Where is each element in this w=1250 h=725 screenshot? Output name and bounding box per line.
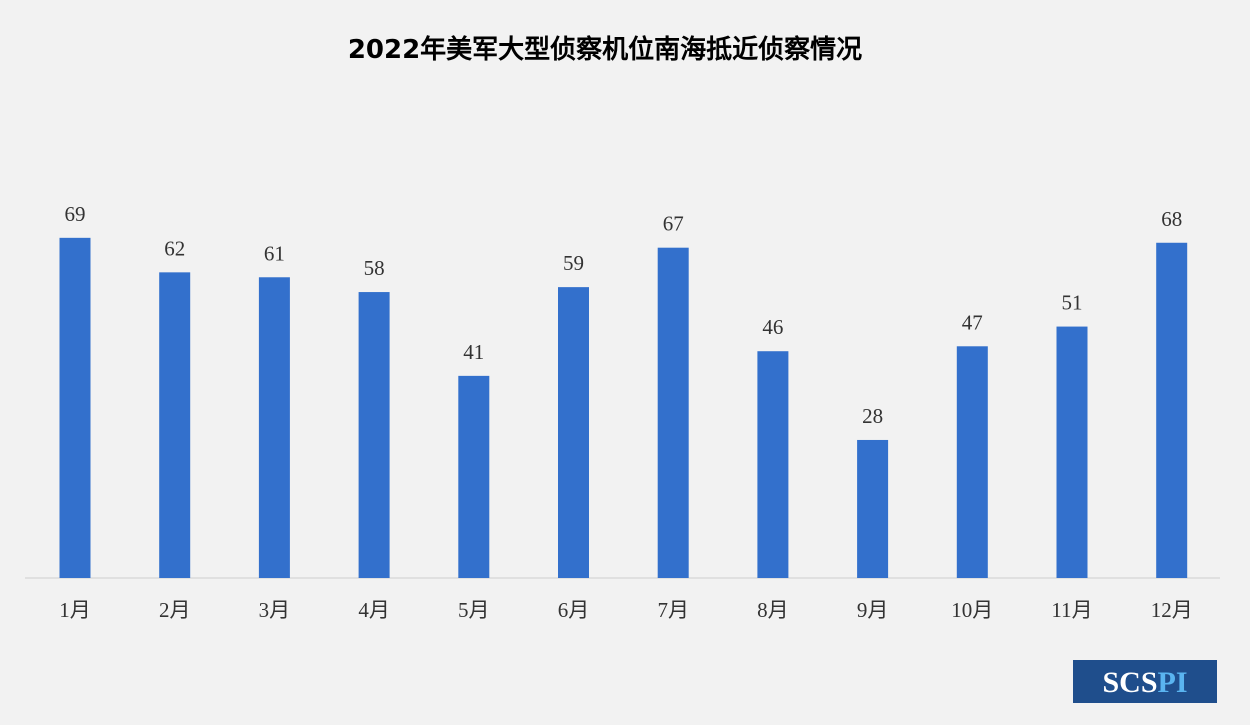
bar	[458, 375, 490, 578]
data-label: 47	[962, 310, 983, 334]
bar	[857, 439, 889, 578]
bar	[956, 346, 988, 578]
x-tick-label: 10月	[951, 598, 993, 622]
data-label: 41	[463, 340, 484, 364]
logo: SCSPI	[1073, 660, 1217, 703]
x-tick-label: 5月	[458, 598, 490, 622]
x-tick-label: 8月	[757, 598, 789, 622]
x-tick-label: 11月	[1051, 598, 1092, 622]
data-label: 28	[862, 404, 883, 428]
x-tick-label: 9月	[857, 598, 889, 622]
data-label: 58	[364, 256, 385, 280]
bar	[757, 351, 789, 578]
x-tick-label: 6月	[558, 598, 590, 622]
chart-title: 2022年美军大型侦察机位南海抵近侦察情况	[348, 34, 862, 65]
x-tick-label: 1月	[59, 598, 91, 622]
bar	[258, 277, 290, 578]
bar	[159, 272, 191, 578]
bar	[657, 247, 689, 578]
data-label: 69	[65, 202, 86, 226]
data-label: 46	[762, 315, 783, 339]
x-tick-label: 2月	[159, 598, 191, 622]
logo-part: SCS	[1102, 666, 1157, 699]
logo-box	[1073, 660, 1217, 703]
x-tick-label: 12月	[1151, 598, 1193, 622]
logo-part: PI	[1158, 666, 1188, 699]
data-label: 62	[164, 236, 185, 260]
data-label: 61	[264, 241, 285, 265]
data-label: 68	[1161, 207, 1182, 231]
x-tick-label: 7月	[657, 598, 689, 622]
x-tick-label: 4月	[358, 598, 390, 622]
bar	[1056, 326, 1088, 578]
data-label: 59	[563, 251, 584, 275]
data-label: 67	[663, 212, 684, 236]
logo-text: SCSPI	[1102, 666, 1187, 699]
x-tick-label: 3月	[259, 598, 291, 622]
bar	[358, 292, 390, 578]
data-label: 51	[1062, 291, 1083, 315]
bar	[59, 237, 91, 578]
bar	[558, 287, 589, 578]
bar	[1156, 242, 1188, 578]
